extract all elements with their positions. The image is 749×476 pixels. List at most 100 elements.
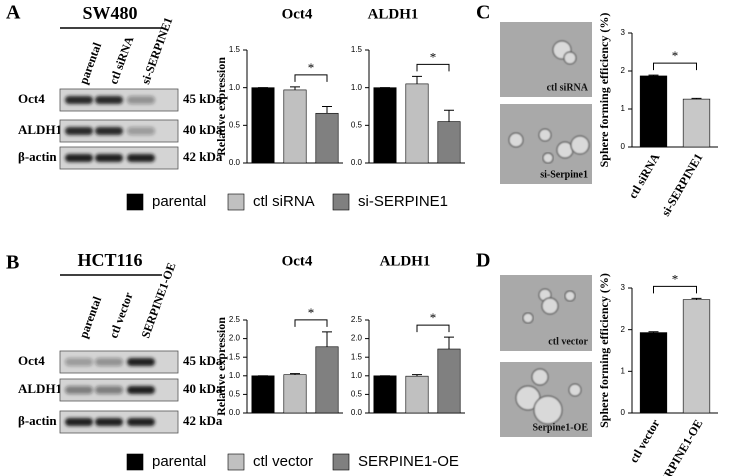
- lane-label: parental: [76, 294, 104, 340]
- significance-bracket: [294, 319, 328, 327]
- legend-swatch: [126, 453, 144, 471]
- size-label: 42 kDa: [183, 413, 223, 428]
- y-tick-label: 1.0: [351, 371, 363, 380]
- y-tick-label: 1: [621, 366, 626, 375]
- error-bar: [691, 97, 702, 100]
- error-bar: [444, 109, 454, 122]
- protein-label: ALDH1: [18, 381, 62, 396]
- legend-swatch: [126, 193, 144, 211]
- blot-band: [65, 418, 93, 426]
- blot-band: [65, 96, 93, 104]
- blot-band: [65, 358, 93, 366]
- bar: [682, 98, 711, 148]
- size-label: 40 kDa: [183, 381, 223, 396]
- x-tick-label: ctl siRNA: [626, 151, 663, 201]
- micrograph: [500, 22, 592, 97]
- error-bar: [322, 331, 332, 347]
- legend-label: ctl siRNA: [253, 193, 315, 210]
- y-tick-label: 1.0: [229, 83, 241, 92]
- y-tick-label: 0.0: [229, 408, 241, 417]
- blot-band: [95, 386, 123, 394]
- significance-bracket: [416, 324, 450, 333]
- y-tick-label: 0: [621, 142, 626, 151]
- bar: [283, 89, 307, 164]
- protein-label: ALDH1: [18, 122, 62, 137]
- bar: [405, 83, 429, 164]
- blot-band: [127, 127, 155, 135]
- y-axis-label: Relative expression: [214, 57, 228, 156]
- bar: [251, 375, 275, 414]
- bar: [405, 375, 429, 414]
- bar: [639, 75, 668, 148]
- cell-line: SW480: [82, 3, 137, 23]
- bar: [682, 299, 711, 414]
- significance-label: *: [430, 49, 437, 64]
- sphere: [563, 51, 577, 65]
- significance-bracket: [294, 74, 328, 82]
- image-label: ctl vector: [548, 336, 588, 347]
- y-tick-label: 2: [621, 66, 626, 75]
- chart-title: Oct4: [282, 6, 313, 22]
- sphere: [541, 297, 559, 315]
- bar: [373, 375, 397, 414]
- sphere: [538, 128, 552, 142]
- y-tick-label: 2.0: [229, 334, 241, 343]
- significance-label: *: [308, 60, 315, 75]
- legend-swatch: [227, 453, 245, 471]
- y-tick-label: 3: [621, 283, 626, 292]
- y-tick-label: 1: [621, 104, 626, 113]
- y-tick-label: 0: [621, 408, 626, 417]
- y-tick-label: 0.5: [229, 120, 241, 129]
- significance-label: *: [672, 271, 679, 286]
- bar: [283, 374, 307, 414]
- lane-label: si-SERPINE1: [138, 15, 175, 86]
- sphere: [542, 152, 554, 164]
- bar: [251, 87, 275, 164]
- legend-label: parental: [152, 453, 206, 470]
- bar: [373, 87, 397, 164]
- sphere: [533, 395, 563, 425]
- blot-band: [95, 358, 123, 366]
- blot-band: [65, 127, 93, 135]
- cell-line: HCT116: [77, 250, 142, 270]
- y-tick-label: 0.5: [351, 120, 363, 129]
- significance-label: *: [672, 48, 679, 63]
- blot-band: [95, 154, 123, 162]
- image-label: ctl siRNA: [547, 82, 589, 93]
- protein-label: β-actin: [18, 149, 57, 164]
- y-tick-label: 1.5: [351, 45, 363, 54]
- lane-label: ctl siRNA: [106, 34, 136, 86]
- y-tick-label: 1.5: [229, 352, 241, 361]
- error-bar: [322, 106, 332, 114]
- image-label: si-Serpine1: [540, 169, 588, 180]
- legend-label: parental: [152, 193, 206, 210]
- error-bar: [648, 74, 659, 76]
- y-tick-label: 2: [621, 325, 626, 334]
- blot-band: [127, 386, 155, 394]
- blot-band: [65, 386, 93, 394]
- blot-band: [95, 127, 123, 135]
- significance-bracket: [416, 63, 450, 72]
- y-axis-label: Sphere forming efficiency (%): [597, 273, 611, 428]
- y-axis-label: Sphere forming efficiency (%): [597, 13, 611, 168]
- protein-label: Oct4: [18, 91, 45, 106]
- sphere: [508, 132, 524, 148]
- error-bar: [290, 86, 300, 90]
- blot-band: [95, 418, 123, 426]
- legend-label: ctl vector: [253, 453, 313, 470]
- sphere: [522, 312, 534, 324]
- error-bar: [290, 373, 300, 375]
- significance-bracket: [653, 285, 697, 294]
- sphere: [531, 368, 549, 386]
- blot-band: [127, 96, 155, 104]
- panel-letter: B: [6, 252, 19, 274]
- blot-band: [65, 154, 93, 162]
- bar: [315, 112, 339, 164]
- y-tick-label: 2.0: [351, 334, 363, 343]
- y-tick-label: 0.0: [351, 158, 363, 167]
- y-tick-label: 3: [621, 28, 626, 37]
- lane-label: parental: [76, 40, 104, 86]
- y-tick-label: 0.0: [351, 408, 363, 417]
- lane-label: ctl vector: [106, 290, 136, 340]
- sphere: [568, 383, 582, 397]
